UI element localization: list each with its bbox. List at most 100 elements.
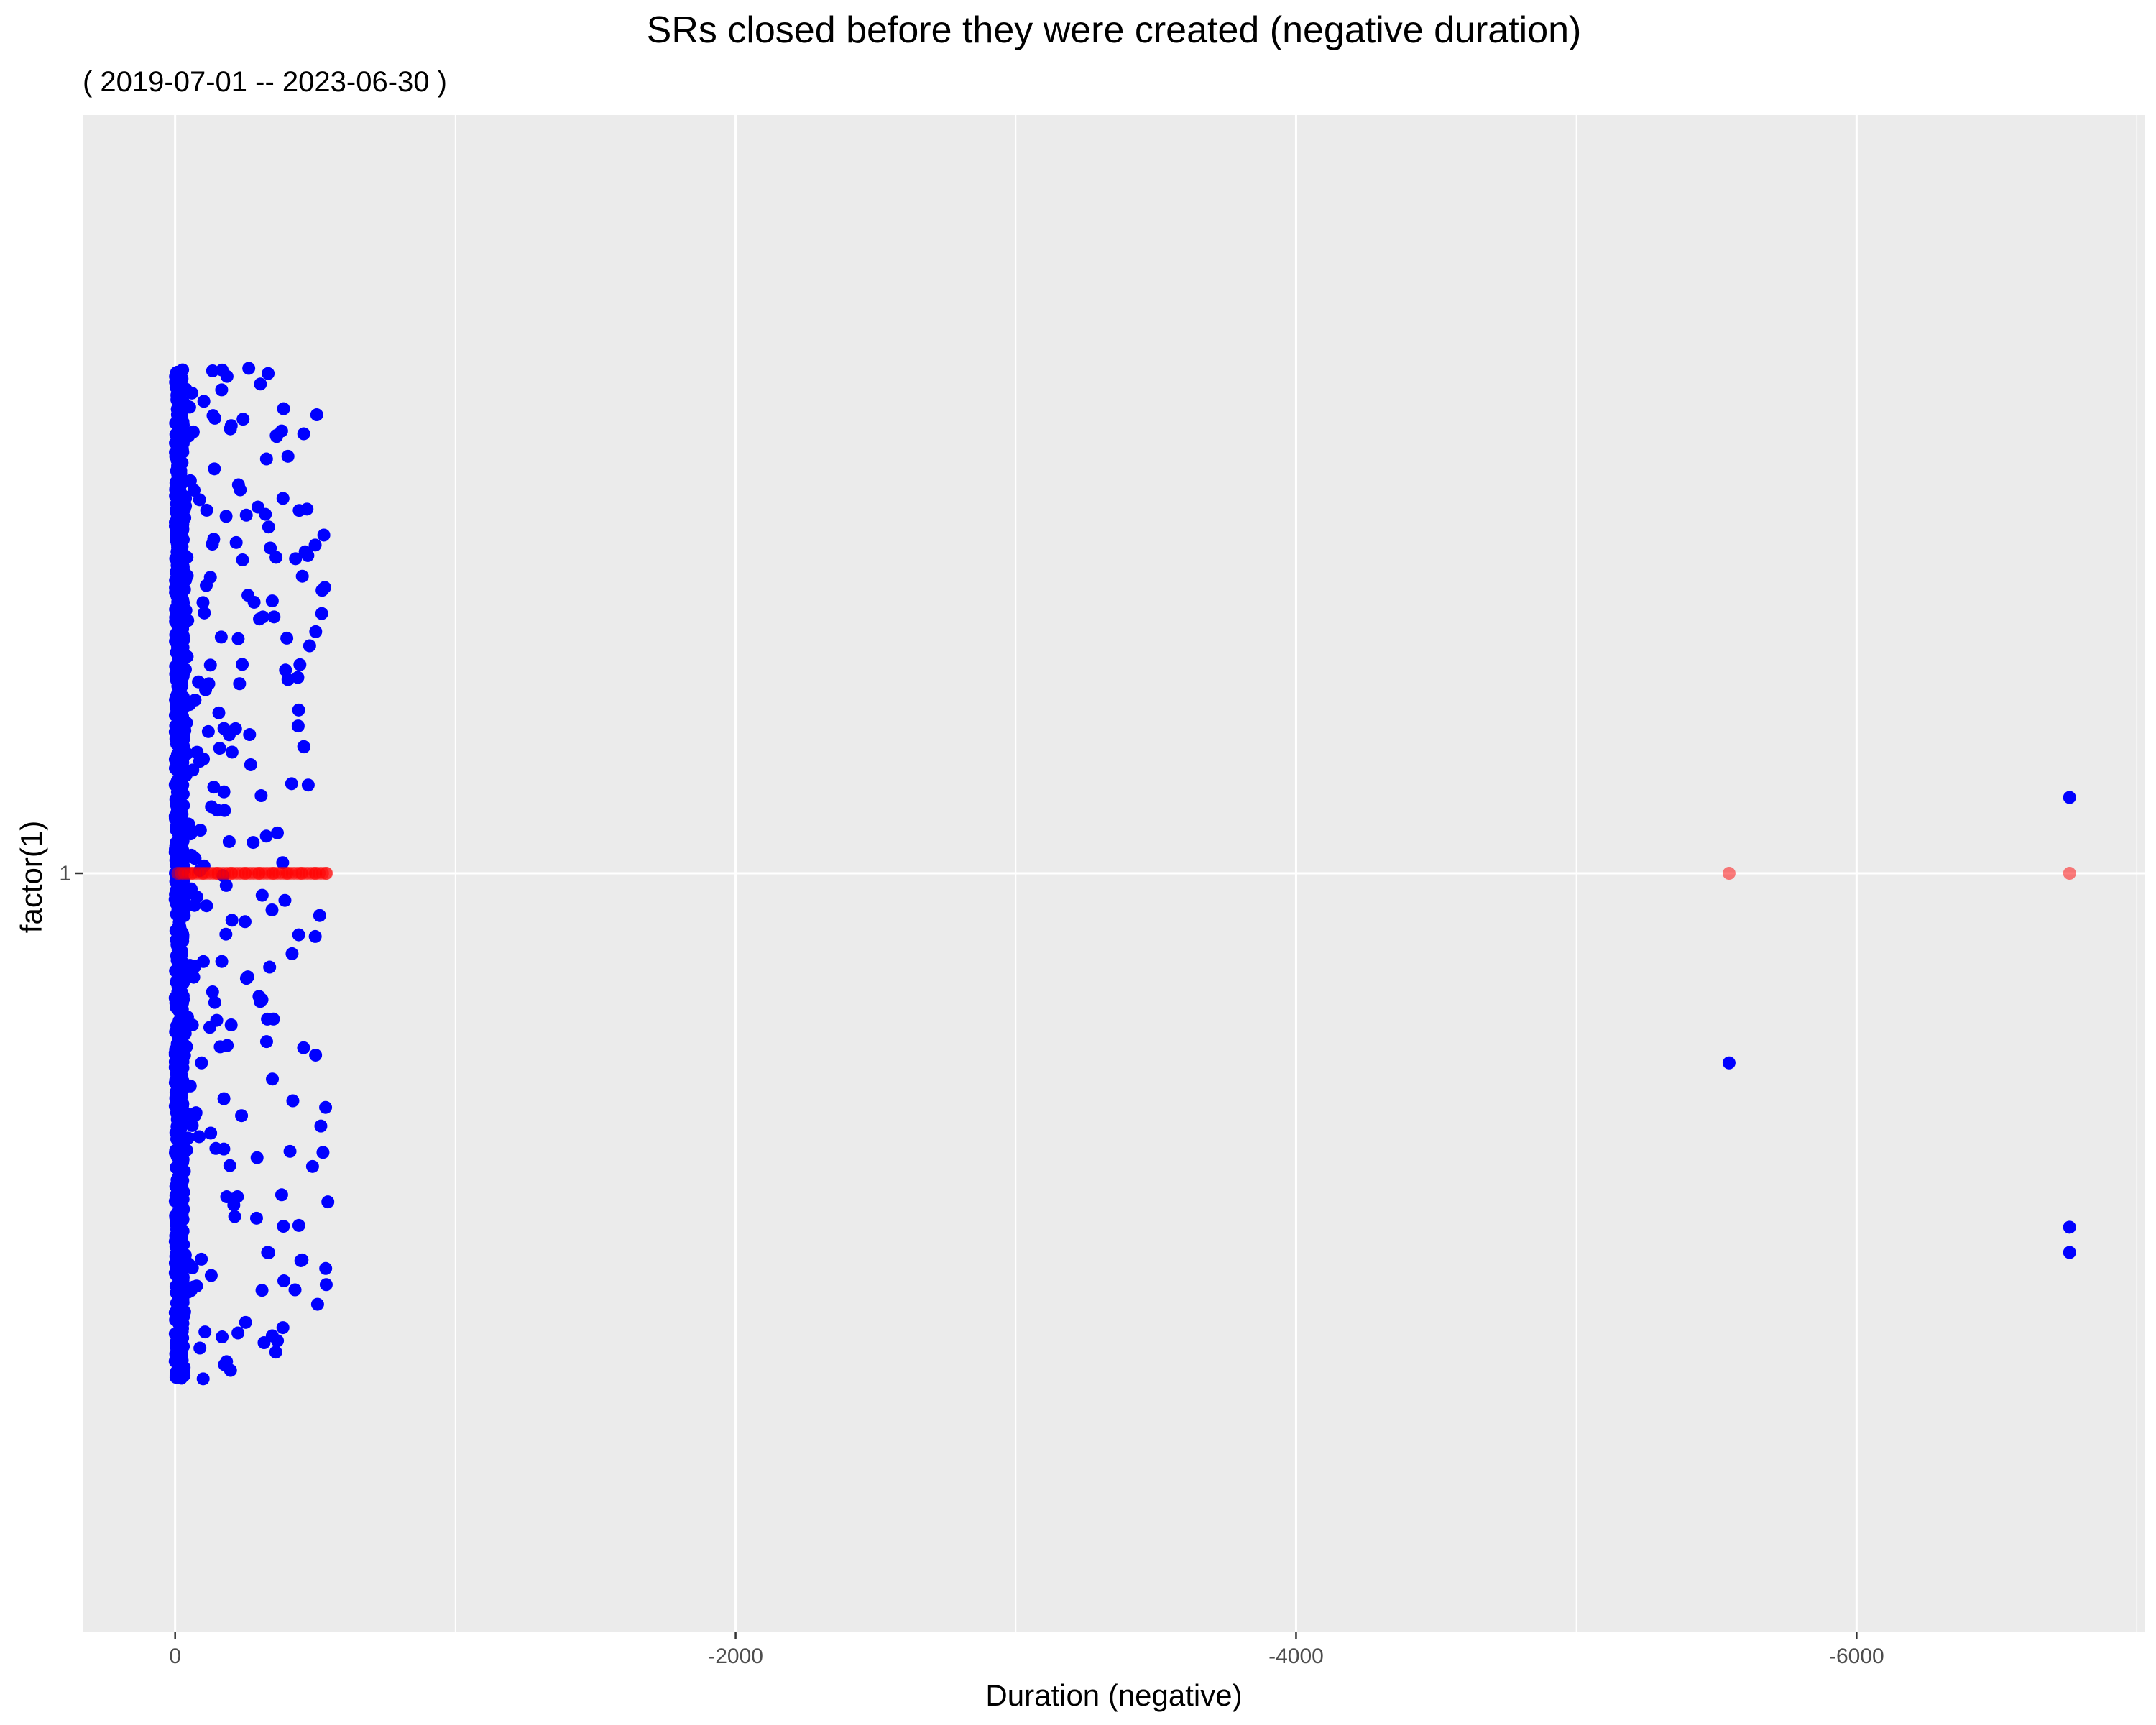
jitter-point <box>224 1363 237 1377</box>
jitter-point <box>178 1049 191 1062</box>
jitter-point <box>185 1018 199 1032</box>
jitter-point <box>180 650 194 663</box>
jitter-point <box>178 511 192 525</box>
jitter-point <box>321 1195 335 1209</box>
chart-title: SRs closed before they were created (neg… <box>646 9 1582 51</box>
jitter-point <box>173 950 187 964</box>
jitter-point <box>244 758 257 771</box>
jitter-point <box>188 693 202 707</box>
jitter-point <box>267 610 281 624</box>
x-tick-label: 0 <box>169 1644 181 1668</box>
jitter-point <box>269 1346 282 1359</box>
jitter-point <box>193 1130 206 1144</box>
jitter-point <box>278 893 292 907</box>
jitter-point <box>175 1346 188 1359</box>
jitter-point <box>174 1088 188 1102</box>
jitter-point <box>207 533 221 546</box>
jitter-point <box>297 740 310 753</box>
jitter-point <box>171 1330 185 1344</box>
jitter-point <box>185 1118 199 1132</box>
jitter-point <box>270 430 283 443</box>
jitter-point <box>293 658 307 671</box>
jitter-point <box>203 571 217 584</box>
jitter-point <box>184 824 198 837</box>
jitter-point <box>292 928 305 942</box>
jitter-point <box>178 1305 191 1319</box>
jitter-point <box>178 663 192 676</box>
jitter-point <box>255 888 269 902</box>
jitter-point <box>275 1188 288 1202</box>
jitter-point <box>213 742 226 755</box>
jitter-point <box>254 995 267 1008</box>
jitter-point <box>276 1321 290 1335</box>
jitter-point <box>172 988 185 1001</box>
jitter-point <box>220 1190 234 1204</box>
jitter-point <box>316 1146 330 1159</box>
jitter-point <box>183 400 196 414</box>
jitter-point <box>178 1164 191 1178</box>
jitter-point <box>247 836 260 850</box>
jitter-point <box>1722 1056 1736 1070</box>
jitter-point <box>319 1261 333 1275</box>
jitter-point <box>215 383 229 397</box>
jitter-point <box>190 745 204 759</box>
jitter-point <box>308 929 322 943</box>
jitter-point <box>2063 1220 2076 1234</box>
jitter-point <box>203 1021 216 1034</box>
x-tick-label: -4000 <box>1268 1644 1324 1668</box>
jitter-point <box>243 728 257 742</box>
jitter-point <box>239 508 253 522</box>
jitter-point <box>178 895 191 908</box>
jitter-point <box>208 995 221 1009</box>
jitter-point <box>219 927 233 941</box>
jitter-point <box>170 366 183 380</box>
jitter-point <box>250 1151 264 1164</box>
jitter-point <box>196 1372 210 1386</box>
jitter-point <box>254 789 268 803</box>
jitter-point <box>255 1284 269 1297</box>
jitter-point <box>286 1094 300 1108</box>
jitter-point <box>295 569 309 583</box>
jitter-point <box>195 1056 208 1070</box>
jitter-point <box>188 852 202 865</box>
jitter-point <box>195 1252 208 1266</box>
raw-point <box>2063 867 2076 880</box>
jitter-point <box>173 1228 187 1241</box>
jitter-point <box>198 606 211 620</box>
jitter-point <box>314 1119 328 1133</box>
jitter-point <box>200 899 213 913</box>
jitter-point <box>178 1026 192 1040</box>
jitter-point <box>236 553 249 566</box>
jitter-point <box>262 1246 275 1259</box>
jitter-point <box>319 1100 333 1114</box>
jitter-point <box>229 535 243 549</box>
jitter-point <box>292 504 306 518</box>
jitter-point <box>218 804 231 817</box>
jitter-point <box>292 703 305 717</box>
jitter-point <box>179 382 193 396</box>
jitter-point <box>281 673 295 686</box>
jitter-point <box>305 1159 319 1173</box>
jitter-point <box>171 921 185 934</box>
raw-point <box>319 867 333 880</box>
jitter-point <box>172 422 185 436</box>
x-tick-label: -6000 <box>1829 1644 1884 1668</box>
jitter-point <box>217 722 231 735</box>
jitter-point <box>283 1144 297 1158</box>
jitter-point <box>179 604 193 617</box>
jitter-point <box>317 528 331 542</box>
jitter-point <box>291 719 305 733</box>
jitter-point <box>222 834 236 848</box>
jitter-point <box>2063 791 2076 804</box>
jitter-point <box>215 954 229 968</box>
jitter-point <box>173 801 187 814</box>
jitter-point <box>225 745 239 759</box>
jitter-point <box>266 1072 280 1086</box>
jitter-point <box>193 1341 207 1355</box>
jitter-point <box>206 364 219 377</box>
jitter-point <box>180 551 194 564</box>
jitter-point <box>242 362 256 375</box>
jitter-point <box>187 970 201 984</box>
jitter-point <box>205 800 218 814</box>
jitter-point <box>247 595 261 609</box>
